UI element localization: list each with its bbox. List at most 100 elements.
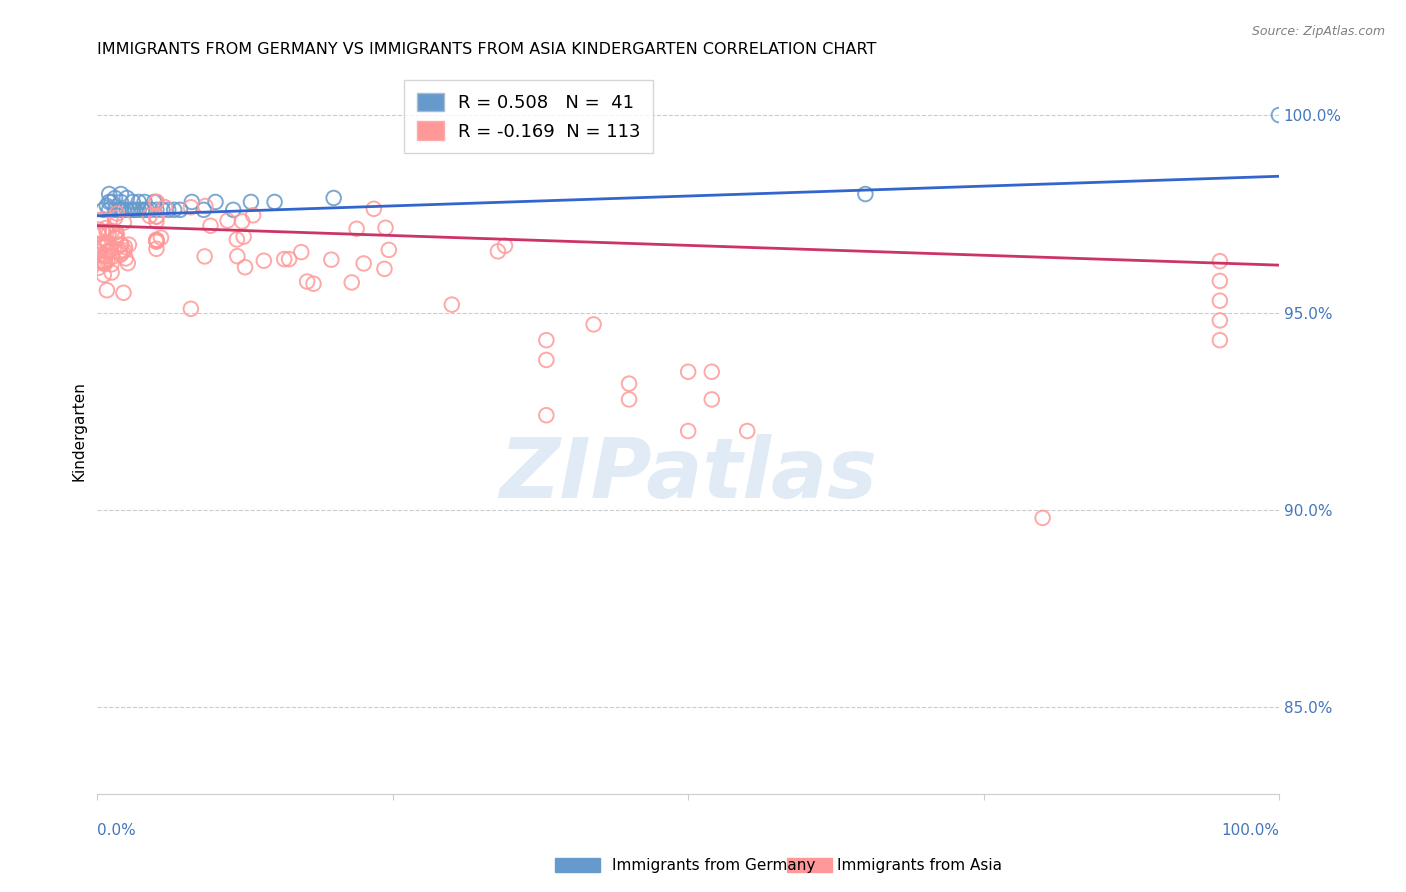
Point — [1268, 108, 1291, 122]
Point — [340, 276, 363, 290]
Point — [204, 194, 226, 209]
Point — [110, 194, 132, 209]
Point — [676, 365, 699, 379]
Point — [100, 242, 122, 256]
Point — [124, 202, 146, 217]
Point — [105, 231, 128, 245]
Point — [98, 187, 121, 202]
Point — [105, 206, 128, 220]
Point — [373, 261, 395, 276]
Y-axis label: Kindergarten: Kindergarten — [72, 381, 86, 481]
Point — [104, 191, 127, 205]
Point — [110, 187, 132, 202]
Point — [278, 252, 301, 266]
Point — [302, 277, 325, 291]
Point — [118, 237, 141, 252]
Point — [536, 333, 558, 347]
Point — [100, 194, 122, 209]
Point — [145, 214, 167, 228]
Point — [96, 253, 118, 268]
Point — [105, 228, 128, 243]
Point — [104, 211, 127, 225]
Point — [735, 424, 758, 438]
Point — [145, 233, 167, 247]
Point — [87, 248, 110, 262]
Point — [110, 237, 132, 252]
Text: IMMIGRANTS FROM GERMANY VS IMMIGRANTS FROM ASIA KINDERGARTEN CORRELATION CHART: IMMIGRANTS FROM GERMANY VS IMMIGRANTS FR… — [97, 42, 877, 57]
Point — [226, 249, 249, 263]
Point — [194, 249, 217, 263]
Point — [193, 202, 215, 217]
Point — [145, 194, 167, 209]
Point — [103, 241, 125, 255]
Point — [139, 202, 162, 217]
Point — [180, 301, 202, 316]
Point — [582, 318, 605, 332]
Point — [117, 256, 139, 270]
Point — [101, 224, 124, 238]
Point — [145, 210, 167, 224]
Point — [96, 283, 118, 297]
Point — [440, 298, 463, 312]
Text: ZIPatlas: ZIPatlas — [499, 434, 877, 515]
Point — [263, 194, 285, 209]
Point — [101, 250, 124, 264]
Point — [363, 202, 385, 216]
Point — [94, 250, 117, 264]
Text: 100.0%: 100.0% — [1220, 823, 1279, 838]
Point — [378, 243, 401, 257]
Point — [114, 240, 136, 254]
Point — [87, 260, 110, 275]
Point — [114, 252, 136, 266]
Point — [87, 222, 110, 236]
Point — [145, 233, 167, 247]
Point — [134, 194, 156, 209]
Point — [150, 230, 173, 244]
Point — [93, 268, 115, 282]
Point — [1209, 293, 1232, 308]
Point — [91, 236, 114, 251]
Point — [121, 194, 143, 209]
Point — [200, 219, 222, 233]
Point — [121, 202, 143, 217]
Point — [97, 227, 120, 241]
Point — [143, 194, 166, 209]
Point — [96, 244, 118, 259]
Point — [94, 248, 117, 262]
Point — [153, 200, 176, 214]
Point — [100, 257, 122, 271]
Point — [273, 252, 295, 266]
Text: 0.0%: 0.0% — [97, 823, 136, 838]
Point — [100, 265, 122, 279]
Point — [112, 215, 135, 229]
Point — [157, 202, 180, 217]
Point — [233, 260, 256, 275]
Point — [91, 239, 114, 253]
Point — [145, 242, 167, 256]
Point — [163, 202, 186, 217]
Point — [253, 253, 276, 268]
Point — [128, 202, 150, 217]
Point — [145, 210, 167, 224]
Point — [322, 191, 344, 205]
Point — [1209, 254, 1232, 268]
Point — [96, 221, 118, 235]
Point — [1209, 274, 1232, 288]
Point — [225, 232, 247, 246]
Point — [353, 256, 375, 270]
Point — [150, 202, 173, 217]
Point — [242, 208, 264, 222]
Point — [115, 202, 138, 217]
Point — [1209, 333, 1232, 347]
Text: Immigrants from Germany: Immigrants from Germany — [612, 858, 815, 872]
Point — [97, 235, 120, 250]
Point — [120, 202, 142, 217]
Point — [96, 225, 118, 239]
Point — [180, 194, 202, 209]
Point — [700, 392, 723, 407]
Point — [1209, 313, 1232, 327]
Point — [90, 213, 112, 227]
Point — [107, 202, 129, 217]
Point — [486, 244, 509, 259]
Point — [700, 365, 723, 379]
